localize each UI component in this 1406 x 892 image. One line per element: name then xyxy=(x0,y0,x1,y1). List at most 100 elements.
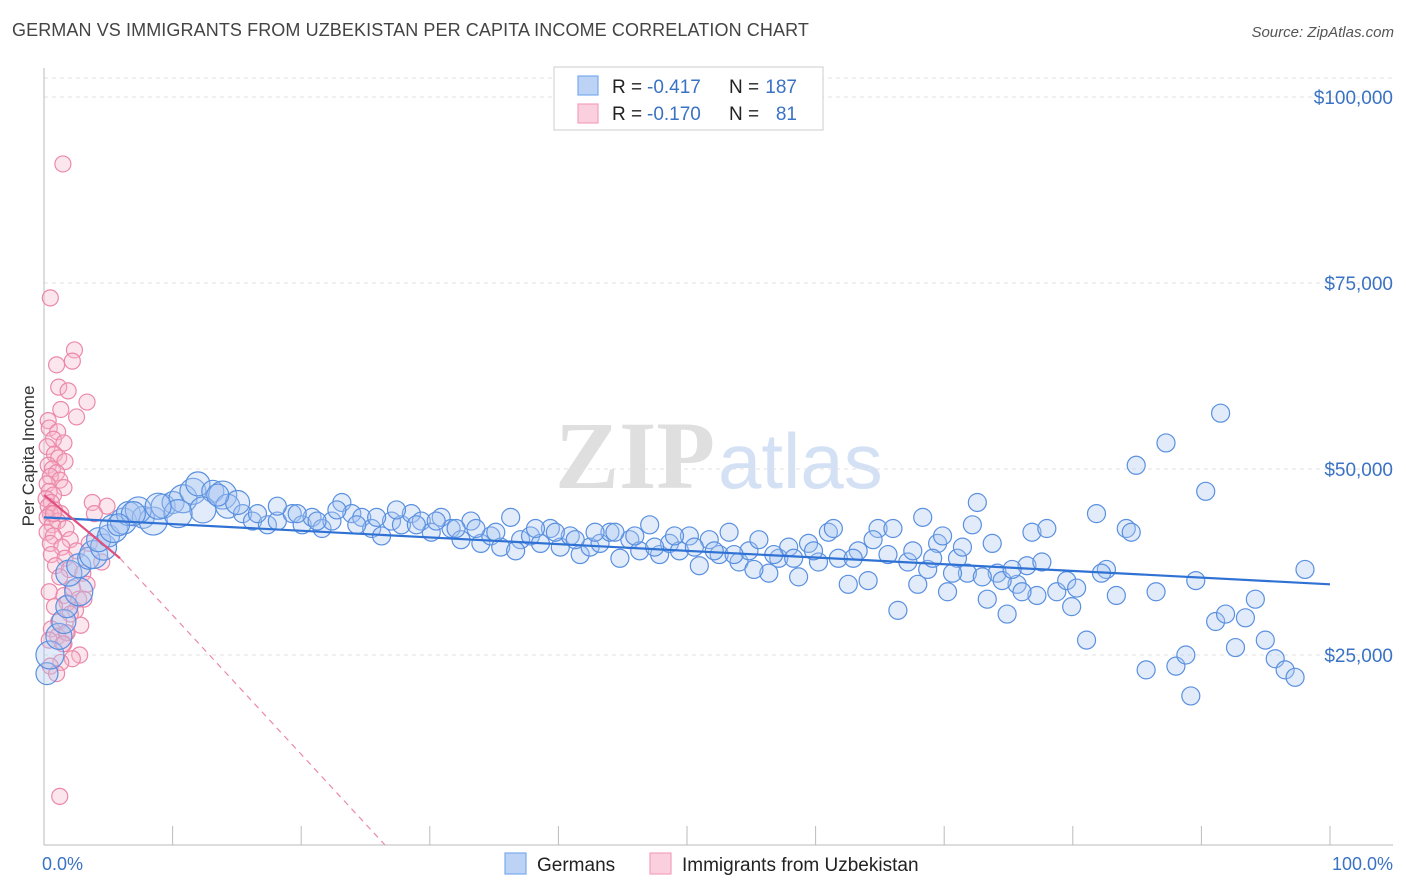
point-germans xyxy=(1235,608,1256,628)
point-germans xyxy=(347,515,367,535)
point-germans xyxy=(689,556,709,576)
point-germans xyxy=(858,570,878,591)
point-germans xyxy=(1121,522,1141,542)
point-germans xyxy=(684,537,704,557)
point-germans xyxy=(1136,660,1156,680)
point-germans xyxy=(491,537,511,557)
point-uzbekistan xyxy=(52,400,70,419)
point-germans xyxy=(51,608,77,635)
point-germans xyxy=(267,496,287,516)
point-germans xyxy=(55,595,79,619)
point-uzbekistan xyxy=(54,635,72,653)
point-germans xyxy=(185,471,211,497)
point-germans xyxy=(367,507,387,527)
point-germans xyxy=(1012,582,1032,602)
point-germans xyxy=(1196,481,1216,501)
point-uzbekistan xyxy=(52,653,70,672)
point-germans xyxy=(1186,570,1206,591)
point-germans xyxy=(1126,455,1146,475)
legend-n-value-uzbekistan: 81 xyxy=(776,104,797,125)
point-germans xyxy=(640,515,660,535)
point-germans xyxy=(292,515,312,535)
y-tick-label: $100,000 xyxy=(1314,88,1393,109)
point-germans xyxy=(307,511,327,531)
point-germans xyxy=(789,567,809,587)
point-uzbekistan xyxy=(65,341,84,359)
point-germans xyxy=(972,567,992,587)
point-uzbekistan xyxy=(75,590,93,608)
point-uzbekistan xyxy=(78,393,96,411)
point-germans xyxy=(883,518,903,539)
point-germans xyxy=(1002,559,1022,580)
point-germans xyxy=(759,563,779,583)
point-germans xyxy=(1017,556,1037,576)
point-germans xyxy=(967,492,987,513)
point-germans xyxy=(287,504,307,524)
point-germans xyxy=(947,548,968,568)
point-uzbekistan xyxy=(42,545,60,564)
series-legend-label-uzbekistan: Immigrants from Uzbekistan xyxy=(682,855,919,876)
point-germans xyxy=(610,548,630,568)
point-germans xyxy=(997,604,1017,624)
point-uzbekistan xyxy=(40,419,58,437)
legend-box xyxy=(553,66,824,131)
point-germans xyxy=(719,522,739,542)
point-germans xyxy=(1027,585,1047,606)
point-germans xyxy=(1211,403,1231,423)
point-germans xyxy=(749,530,769,550)
point-germans xyxy=(446,518,466,539)
point-uzbekistan xyxy=(47,664,66,683)
point-uzbekistan xyxy=(67,408,86,426)
axes xyxy=(43,68,1393,846)
watermark-atlas: atlas xyxy=(718,417,883,505)
point-germans xyxy=(106,513,131,537)
y-tick-labels: $25,000 $50,000 $75,000 $100,000 xyxy=(1314,88,1393,667)
legend-n-label-uzbekistan: N = xyxy=(729,104,764,125)
point-uzbekistan xyxy=(59,382,77,400)
point-germans xyxy=(878,544,898,565)
gridlines xyxy=(44,77,1393,656)
point-germans xyxy=(823,518,843,539)
point-germans xyxy=(942,563,963,583)
point-germans xyxy=(744,559,764,580)
series-uzbekistan-points xyxy=(37,155,116,805)
point-germans xyxy=(977,589,997,609)
point-germans xyxy=(982,533,1002,554)
point-uzbekistan xyxy=(51,787,69,805)
point-germans xyxy=(1245,589,1265,609)
point-germans xyxy=(932,526,953,546)
point-uzbekistan xyxy=(93,553,111,571)
trend-line-uzbekistan-extension xyxy=(119,557,386,846)
point-germans xyxy=(138,506,168,536)
point-germans xyxy=(486,522,506,542)
point-germans xyxy=(1062,597,1082,617)
x-tick-marks xyxy=(43,826,1331,845)
point-germans xyxy=(1215,604,1236,624)
x-tick-label-max: 100.0% xyxy=(1332,854,1393,874)
point-germans xyxy=(1255,630,1275,650)
point-germans xyxy=(962,515,982,535)
point-uzbekistan xyxy=(98,497,116,515)
point-germans xyxy=(506,541,526,561)
legend-r-value-germans: -0.417 xyxy=(647,77,701,98)
point-germans xyxy=(630,541,650,561)
point-germans xyxy=(1076,630,1097,650)
series-germans-points xyxy=(35,403,1315,706)
legend-n-value-germans: 187 xyxy=(765,77,797,98)
point-germans xyxy=(957,563,978,583)
series-legend-swatch-germans xyxy=(504,852,527,875)
legend-swatch-uzbekistan xyxy=(577,103,599,124)
point-germans xyxy=(784,548,804,568)
point-germans xyxy=(1037,518,1057,539)
point-uzbekistan xyxy=(55,434,73,452)
point-germans xyxy=(868,518,888,539)
point-germans xyxy=(247,504,268,524)
point-germans xyxy=(466,518,486,539)
point-germans xyxy=(342,504,362,524)
trend-lines xyxy=(43,494,1331,846)
point-uzbekistan xyxy=(54,155,72,173)
series-legend-label-germans: Germans xyxy=(537,855,615,876)
point-germans xyxy=(406,515,426,535)
point-germans xyxy=(1206,611,1226,632)
point-germans xyxy=(803,541,824,561)
